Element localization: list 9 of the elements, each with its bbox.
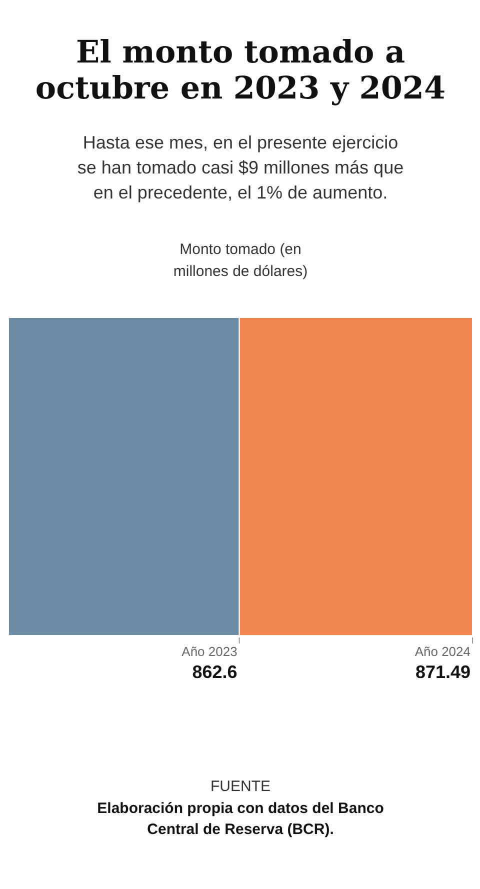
- series-label: Año 2024: [414, 644, 471, 659]
- chart-subtitle: Hasta ese mes, en el presente ejercicio se han tomado casi $9 millones más que en el precedente, el 1% de aumento.: [77, 132, 404, 202]
- series-label: Año 2023: [182, 644, 238, 659]
- data-label: 862.6: [192, 662, 238, 682]
- text: Elaboración propia con datos del Banco Central de Reserva (BCR).: [97, 800, 384, 838]
- data-label: 871.49: [415, 662, 471, 682]
- x-axis-title: Monto tomado (en millones de dólares): [173, 241, 308, 280]
- chart-title: El monto tomado a octubre en 2023 y 2024: [35, 34, 446, 106]
- text: FUENTE: [210, 778, 270, 795]
